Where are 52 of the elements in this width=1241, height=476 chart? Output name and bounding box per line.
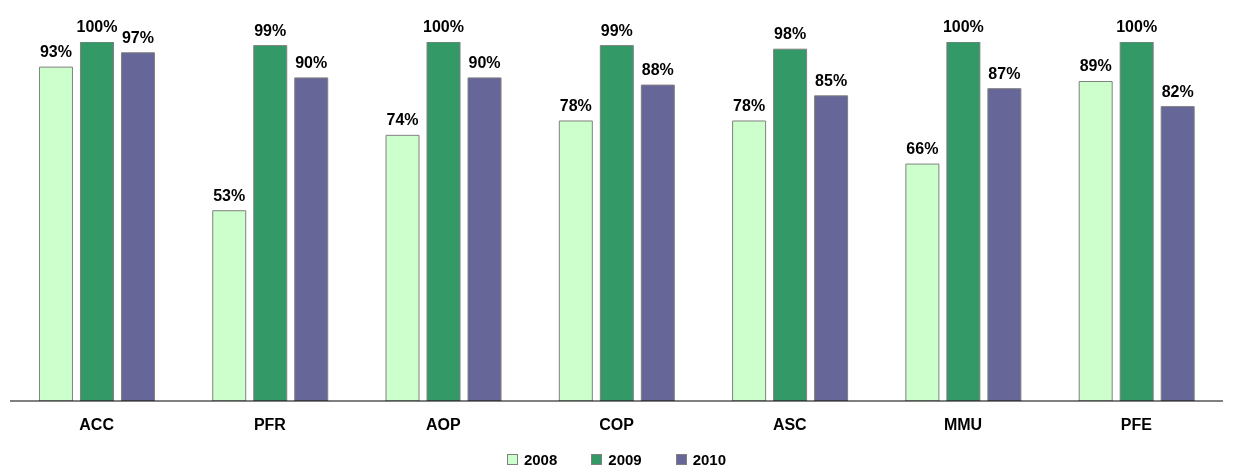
data-label: 99% <box>254 21 287 39</box>
bar <box>467 77 502 401</box>
data-label: 100% <box>1116 18 1158 35</box>
data-label: 82% <box>1161 82 1194 100</box>
data-label: 87% <box>988 64 1021 82</box>
data-label: 90% <box>295 53 328 71</box>
legend-label: 2010 <box>691 451 727 468</box>
bar <box>814 95 849 401</box>
data-label: 97% <box>121 28 154 46</box>
x-tick-label: ASC <box>772 416 808 434</box>
data-label: 100% <box>76 18 118 35</box>
bar <box>640 84 675 401</box>
bar <box>385 134 420 401</box>
data-label: 78% <box>733 96 766 114</box>
x-tick-label: COP <box>599 416 635 434</box>
bar <box>38 66 73 401</box>
bar <box>426 42 461 401</box>
x-tick-label: MMU <box>943 416 983 434</box>
data-label: 93% <box>39 43 72 61</box>
data-label: 85% <box>815 71 848 89</box>
bar <box>1119 42 1154 401</box>
data-label: 99% <box>600 21 633 39</box>
data-label: 100% <box>423 18 464 35</box>
data-label: 89% <box>1079 57 1112 75</box>
bar <box>79 42 114 401</box>
bar <box>558 120 593 401</box>
x-tick-label: ACC <box>79 416 115 434</box>
data-label: 66% <box>906 140 939 158</box>
x-tick-label: AOP <box>425 416 461 434</box>
data-label: 100% <box>942 18 984 35</box>
bar <box>294 77 329 401</box>
data-label: 98% <box>774 25 807 43</box>
bar <box>732 120 767 401</box>
bar <box>1078 80 1113 401</box>
bar <box>253 45 288 401</box>
bar <box>212 210 247 401</box>
bar <box>1160 106 1195 401</box>
bar <box>773 48 808 401</box>
bar <box>120 52 155 401</box>
bar <box>946 42 981 401</box>
data-label: 78% <box>559 96 592 114</box>
legend-label: 2009 <box>607 451 642 468</box>
bar <box>905 163 940 401</box>
bar <box>599 45 634 401</box>
data-label: 88% <box>641 61 674 79</box>
data-label: 53% <box>213 186 246 204</box>
data-label: 90% <box>468 53 501 71</box>
legend-label: 2008 <box>522 451 558 468</box>
x-tick-label: PFE <box>1120 416 1153 434</box>
bar <box>987 88 1022 401</box>
x-tick-label: PFR <box>253 416 287 434</box>
data-label: 74% <box>386 111 419 129</box>
